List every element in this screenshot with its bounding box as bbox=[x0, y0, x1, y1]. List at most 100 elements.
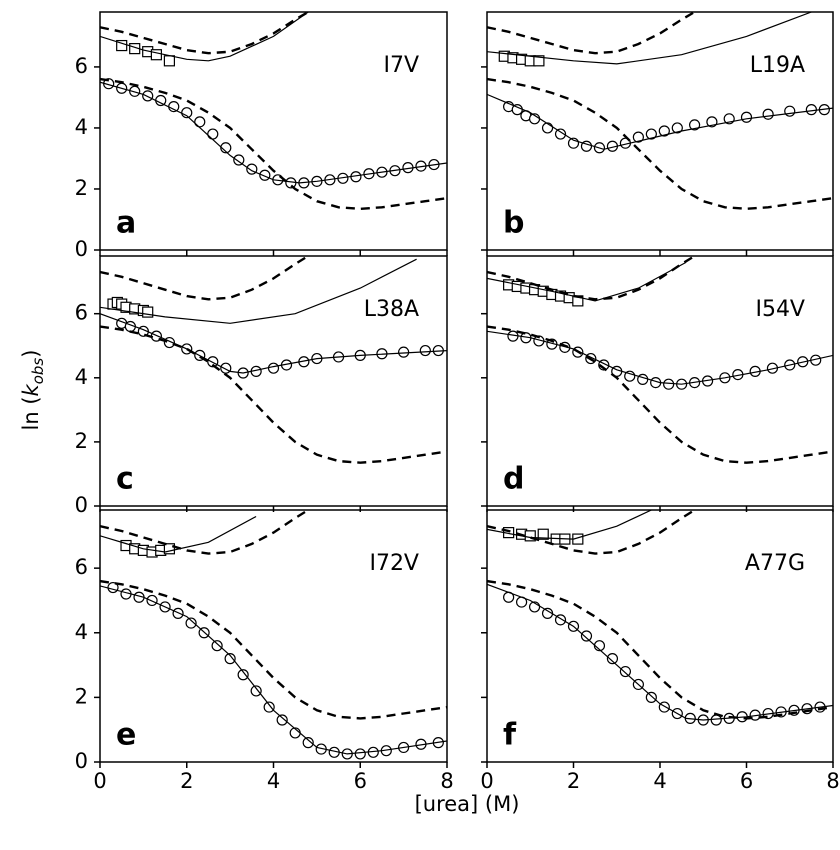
circle-point bbox=[302, 737, 314, 749]
y-axis-title: ln (kobs) bbox=[19, 350, 47, 431]
circle-point bbox=[645, 691, 657, 703]
circle-point bbox=[224, 653, 236, 665]
y-title-part: k bbox=[19, 383, 43, 396]
y-tick-label: 0 bbox=[75, 749, 88, 773]
plot-area bbox=[100, 510, 447, 760]
y-tick-label: 4 bbox=[75, 115, 88, 139]
fit-curve bbox=[100, 258, 417, 324]
dashed-curve bbox=[487, 12, 696, 55]
mutant-label: A77G bbox=[745, 551, 805, 576]
circle-point bbox=[185, 617, 197, 629]
fit-curve bbox=[487, 261, 687, 302]
mutant-label: I72V bbox=[369, 551, 419, 576]
x-tick-label: 2 bbox=[567, 769, 580, 793]
circle-point bbox=[805, 104, 817, 116]
circle-point bbox=[267, 362, 280, 374]
circle-point bbox=[194, 116, 206, 128]
circle-point bbox=[658, 125, 670, 137]
circle-point bbox=[250, 685, 262, 697]
circle-point bbox=[263, 701, 275, 713]
y-tick-label: 2 bbox=[75, 429, 88, 453]
fit-curve bbox=[100, 585, 447, 755]
circle-point bbox=[663, 378, 675, 390]
fit-curve bbox=[100, 313, 447, 374]
fit-curve bbox=[487, 330, 833, 385]
dashed-curve bbox=[100, 510, 309, 555]
circle-point bbox=[172, 607, 184, 619]
plot-area bbox=[487, 510, 833, 726]
x-tick-label: 6 bbox=[740, 769, 753, 793]
circle-point bbox=[220, 362, 232, 374]
circle-point bbox=[624, 370, 636, 382]
fit-curve bbox=[487, 12, 812, 65]
circle-point bbox=[207, 128, 219, 140]
x-tick-label: 0 bbox=[93, 769, 106, 793]
panel-letter: f bbox=[503, 718, 517, 753]
circle-point bbox=[168, 100, 180, 113]
panel-letter: a bbox=[116, 206, 136, 241]
panel: 0 2 4 6 L38A c bbox=[75, 255, 448, 517]
x-tick-label: 8 bbox=[826, 769, 839, 793]
x-axis-title: [urea] (M) bbox=[415, 792, 520, 816]
mutant-label: I7V bbox=[383, 53, 419, 78]
y-tick-label: 4 bbox=[75, 620, 88, 644]
dashed-curve bbox=[100, 325, 447, 464]
circle-point bbox=[710, 714, 722, 726]
circle-point bbox=[632, 131, 644, 143]
circle-point bbox=[276, 714, 288, 726]
mutant-label: L19A bbox=[750, 53, 805, 78]
panel-letter: e bbox=[116, 718, 136, 753]
circle-point bbox=[671, 122, 683, 134]
circle-point bbox=[619, 665, 632, 678]
mutant-label: L38A bbox=[364, 297, 419, 322]
fit-curve bbox=[100, 12, 309, 62]
dashed-curve bbox=[100, 579, 447, 720]
x-tick-label: 8 bbox=[440, 769, 453, 793]
circle-point bbox=[419, 344, 431, 357]
dashed-curve bbox=[100, 12, 309, 55]
panel: I54V d bbox=[481, 255, 834, 512]
square-point bbox=[163, 55, 175, 67]
plot-area bbox=[487, 256, 833, 464]
square-point bbox=[150, 49, 162, 61]
square-point bbox=[537, 528, 549, 540]
circle-point bbox=[541, 122, 554, 134]
panel-frame bbox=[486, 509, 834, 763]
circle-point bbox=[762, 108, 774, 120]
x-tick-label: 4 bbox=[653, 769, 666, 793]
circle-point bbox=[211, 640, 223, 652]
panel: 0 2 4 6 8 0 2 4 6 I72V e bbox=[75, 509, 454, 793]
y-title-part: ) bbox=[19, 350, 43, 358]
fit-curve bbox=[487, 93, 833, 150]
circle-point bbox=[237, 669, 249, 681]
fit-curve bbox=[100, 81, 447, 184]
circle-point bbox=[398, 346, 410, 358]
square-point bbox=[142, 306, 154, 318]
y-title-part: obs bbox=[29, 358, 47, 385]
fit-curve bbox=[487, 510, 652, 540]
dashed-curve bbox=[100, 77, 447, 211]
y-tick-label: 0 bbox=[75, 237, 88, 261]
x-tick-label: 2 bbox=[180, 769, 193, 793]
dashed-curve bbox=[100, 256, 309, 301]
circle-point bbox=[220, 142, 232, 154]
y-tick-label: 0 bbox=[75, 493, 88, 517]
dashed-curve bbox=[487, 579, 833, 720]
dashed-curve bbox=[487, 325, 833, 464]
circle-point bbox=[784, 105, 796, 117]
circle-point bbox=[688, 119, 701, 131]
square-point bbox=[533, 55, 545, 67]
dashed-curve bbox=[487, 510, 696, 555]
y-tick-label: 6 bbox=[75, 54, 88, 78]
fit-curve bbox=[100, 515, 257, 553]
dashed-curve bbox=[487, 77, 833, 211]
circle-point bbox=[645, 128, 657, 140]
y-tick-label: 2 bbox=[75, 684, 88, 708]
y-title-part: ln ( bbox=[19, 396, 43, 430]
panel-frame bbox=[99, 255, 448, 507]
panel: 0 2 4 6 8 A77G f bbox=[480, 509, 840, 793]
square-point bbox=[524, 530, 536, 542]
circle-point bbox=[554, 128, 567, 140]
dashed-curve bbox=[487, 256, 696, 301]
